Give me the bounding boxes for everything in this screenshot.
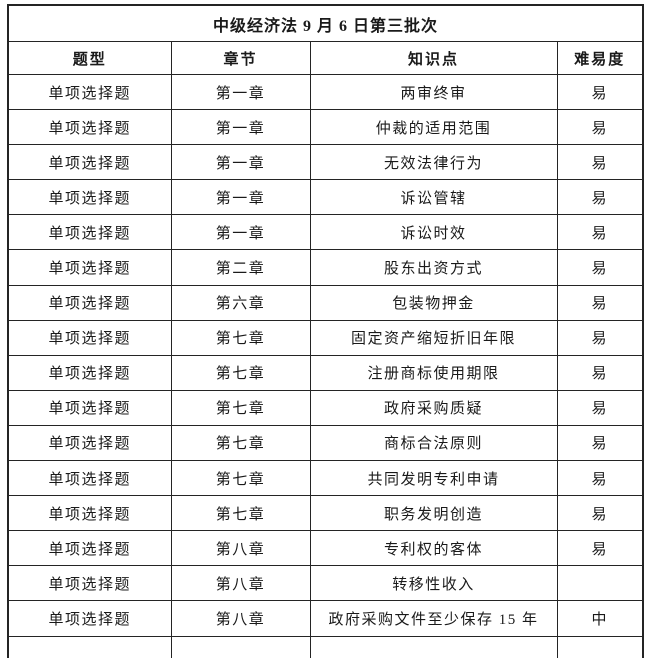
cell-difficulty: 易 <box>556 354 644 391</box>
cell-knowledge-point: 股东出资方式 <box>309 249 558 286</box>
cell-knowledge-point: 商标合法原则 <box>309 424 558 462</box>
cell-chapter: 第一章 <box>170 109 311 146</box>
cell-question-type: 单项选择题 <box>7 424 172 462</box>
table-row: 单项选择题 第七章 商标合法原则易 <box>7 424 644 462</box>
cell-question-type: 单项选择题 <box>7 109 172 146</box>
cell-difficulty: 易 <box>556 73 644 111</box>
cell-knowledge-point: 政府采购质疑 <box>309 389 558 426</box>
table-row: 单项选择题 第一章 诉讼时效易 <box>7 214 644 251</box>
table-title: 中级经济法 9 月 6 日第三批次 <box>7 4 644 42</box>
cell-chapter: 第八章 <box>170 565 311 602</box>
cell-chapter: 第一章 <box>170 214 311 251</box>
cell-chapter: 第七章 <box>170 460 311 497</box>
table-row: 单项选择题 第一章 仲裁的适用范围易 <box>7 109 644 146</box>
table-row: 单项选择题 第六章 包装物押金易 <box>7 284 644 321</box>
table-header-row: 题型 章节 知识点 难易度 <box>7 41 644 75</box>
partial-cell <box>309 635 558 658</box>
cell-question-type: 单项选择题 <box>7 600 172 637</box>
cell-difficulty: 易 <box>556 144 644 181</box>
cell-question-type: 单项选择题 <box>7 284 172 321</box>
cell-difficulty: 易 <box>556 495 644 532</box>
cell-difficulty: 易 <box>556 179 644 216</box>
cell-chapter: 第七章 <box>170 495 311 532</box>
cell-difficulty <box>556 565 644 602</box>
table-row: 单项选择题 第八章 政府采购文件至少保存 15 年中 <box>7 600 644 637</box>
cell-chapter: 第八章 <box>170 530 311 567</box>
cell-difficulty: 易 <box>556 530 644 567</box>
cell-question-type: 单项选择题 <box>7 495 172 532</box>
cell-difficulty: 易 <box>556 424 644 462</box>
cell-question-type: 单项选择题 <box>7 214 172 251</box>
cell-knowledge-point: 固定资产缩短折旧年限 <box>309 319 558 356</box>
table-body: 单项选择题 第一章 两审终审易单项选择题 第一章 仲裁的适用范围易单项选择题 第一章 无效法… <box>7 73 644 658</box>
cell-knowledge-point: 诉讼时效 <box>309 214 558 251</box>
cell-question-type: 单项选择题 <box>7 530 172 567</box>
partial-cell <box>556 635 644 658</box>
column-header-chapter: 章节 <box>170 41 311 75</box>
table-row: 单项选择题 第二章 股东出资方式易 <box>7 249 644 286</box>
cell-knowledge-point: 共同发明专利申请 <box>309 460 558 497</box>
cell-difficulty: 易 <box>556 319 644 356</box>
cell-knowledge-point: 诉讼管辖 <box>309 179 558 216</box>
cell-difficulty: 易 <box>556 389 644 426</box>
cell-knowledge-point: 转移性收入 <box>309 565 558 602</box>
cell-chapter: 第二章 <box>170 249 311 286</box>
table-row: 单项选择题 第八章 专利权的客体易 <box>7 530 644 567</box>
column-header-knowledge-point: 知识点 <box>309 41 558 75</box>
cell-knowledge-point: 政府采购文件至少保存 15 年 <box>309 600 558 637</box>
cell-knowledge-point: 职务发明创造 <box>309 495 558 532</box>
cell-question-type: 单项选择题 <box>7 354 172 391</box>
cell-knowledge-point: 注册商标使用期限 <box>309 354 558 391</box>
partial-cell <box>7 635 172 658</box>
cell-chapter: 第六章 <box>170 284 311 321</box>
cell-chapter: 第七章 <box>170 319 311 356</box>
cell-question-type: 单项选择题 <box>7 144 172 181</box>
cell-difficulty: 中 <box>556 600 644 637</box>
cell-question-type: 单项选择题 <box>7 565 172 602</box>
cell-chapter: 第一章 <box>170 73 311 111</box>
cell-question-type: 单项选择题 <box>7 249 172 286</box>
cell-knowledge-point: 无效法律行为 <box>309 144 558 181</box>
cell-question-type: 单项选择题 <box>7 179 172 216</box>
table-row: 单项选择题 第一章 诉讼管辖易 <box>7 179 644 216</box>
table-row: 单项选择题 第七章 固定资产缩短折旧年限易 <box>7 319 644 356</box>
cell-difficulty: 易 <box>556 284 644 321</box>
cell-chapter: 第七章 <box>170 389 311 426</box>
cell-knowledge-point: 仲裁的适用范围 <box>309 109 558 146</box>
cell-chapter: 第一章 <box>170 179 311 216</box>
table-row: 单项选择题 第一章 两审终审易 <box>7 73 644 111</box>
table-row: 单项选择题 第一章 无效法律行为易 <box>7 144 644 181</box>
cell-chapter: 第七章 <box>170 424 311 462</box>
table-row: 单项选择题 第七章 注册商标使用期限易 <box>7 354 644 391</box>
cell-difficulty: 易 <box>556 214 644 251</box>
cell-question-type: 单项选择题 <box>7 389 172 426</box>
cell-question-type: 单项选择题 <box>7 73 172 111</box>
partial-row-clipped <box>7 635 644 658</box>
cell-knowledge-point: 包装物押金 <box>309 284 558 321</box>
question-batch-table: 中级经济法 9 月 6 日第三批次 题型 章节 知识点 难易度 单项选择题 第一章 两审终… <box>7 4 645 658</box>
cell-chapter: 第七章 <box>170 354 311 391</box>
cell-knowledge-point: 专利权的客体 <box>309 530 558 567</box>
column-header-difficulty: 难易度 <box>556 41 644 75</box>
cell-question-type: 单项选择题 <box>7 319 172 356</box>
cell-difficulty: 易 <box>556 249 644 286</box>
cell-knowledge-point: 两审终审 <box>309 73 558 111</box>
table-row: 单项选择题 第七章 职务发明创造易 <box>7 495 644 532</box>
cell-difficulty: 易 <box>556 109 644 146</box>
table-title-row: 中级经济法 9 月 6 日第三批次 <box>7 4 644 42</box>
table-row: 单项选择题 第七章 共同发明专利申请易 <box>7 460 644 497</box>
column-header-question-type: 题型 <box>7 41 172 75</box>
partial-cell <box>170 635 311 658</box>
table-row: 单项选择题 第八章 转移性收入 <box>7 565 644 602</box>
cell-chapter: 第一章 <box>170 144 311 181</box>
cell-chapter: 第八章 <box>170 600 311 637</box>
table-row: 单项选择题 第七章 政府采购质疑易 <box>7 389 644 426</box>
cell-difficulty: 易 <box>556 460 644 497</box>
cell-question-type: 单项选择题 <box>7 460 172 497</box>
